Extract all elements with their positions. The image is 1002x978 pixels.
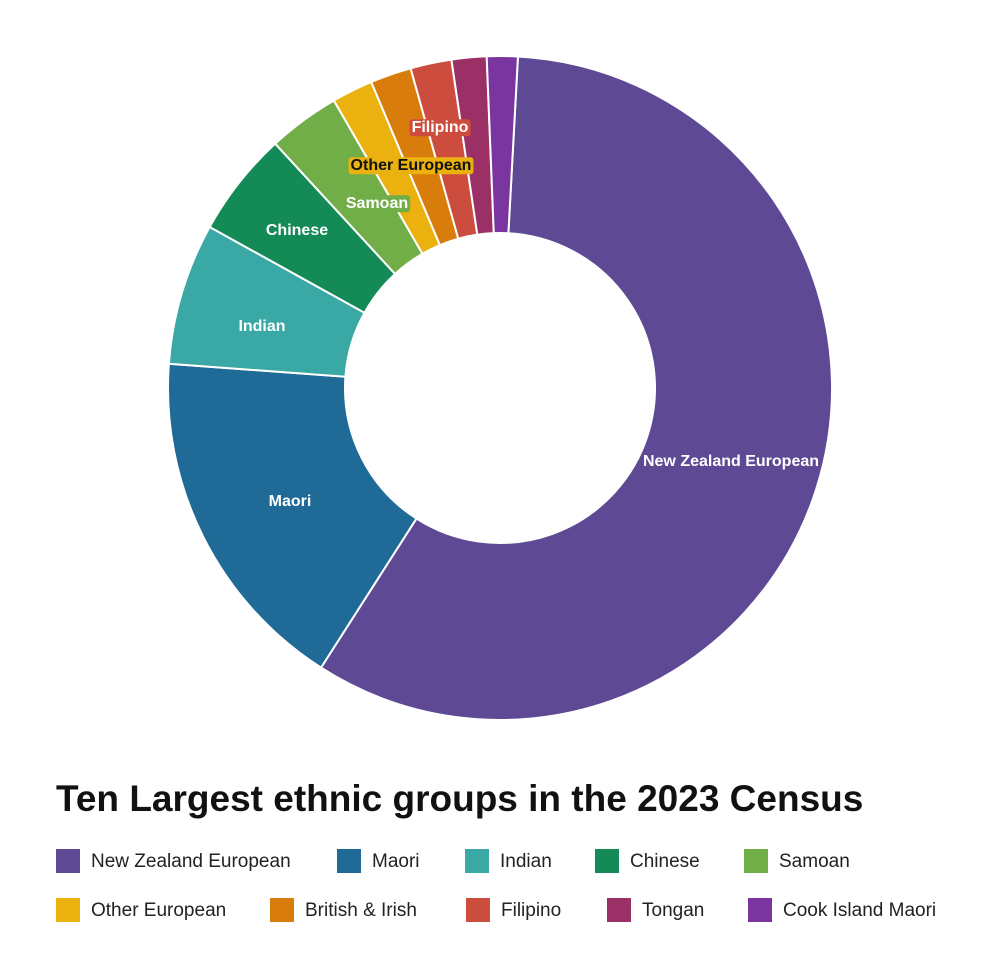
legend-swatch (607, 898, 631, 922)
slice-label: Maori (269, 493, 312, 510)
slice-label: Filipino (409, 119, 471, 137)
slice-label-text: New Zealand European (643, 453, 819, 470)
legend-label: Indian (500, 851, 552, 872)
slice-label: Other European (348, 157, 474, 175)
legend-label: Samoan (779, 851, 850, 872)
slice-label: Chinese (266, 222, 328, 239)
slice-label: New Zealand European (640, 453, 822, 471)
chart-title: Ten Largest ethnic groups in the 2023 Ce… (56, 778, 863, 819)
legend-label: Other European (91, 900, 226, 921)
slice-label-text: Maori (269, 493, 312, 510)
legend-label: Tongan (642, 900, 704, 921)
legend-label: Cook Island Maori (783, 900, 936, 921)
donut-slice (485, 55, 520, 235)
legend-label: New Zealand European (91, 851, 291, 872)
legend-swatch (270, 898, 294, 922)
legend-swatch (595, 849, 619, 873)
slice-label-text: Indian (238, 318, 285, 335)
slice-label-text: Other European (351, 157, 472, 174)
legend-label: Chinese (630, 851, 700, 872)
legend-label: British & Irish (305, 900, 417, 921)
donut-slice (167, 362, 418, 670)
legend-label: Filipino (501, 900, 561, 921)
legend-swatch (56, 849, 80, 873)
legend-swatch (748, 898, 772, 922)
slice-label-text: Filipino (412, 119, 469, 136)
slice-label-text: Samoan (346, 195, 408, 212)
legend-label: Maori (372, 851, 420, 872)
legend-swatch (744, 849, 768, 873)
slice-label: Indian (238, 318, 285, 335)
label-box (343, 195, 411, 213)
legend-swatch (465, 849, 489, 873)
slice-label: Samoan (343, 195, 411, 213)
label-box (640, 453, 822, 471)
legend-swatch (56, 898, 80, 922)
slice-label-text: Chinese (266, 222, 328, 239)
label-box (409, 119, 471, 137)
legend-swatch (337, 849, 361, 873)
label-box (348, 157, 474, 175)
donut-slice (319, 55, 833, 721)
legend-swatch (466, 898, 490, 922)
